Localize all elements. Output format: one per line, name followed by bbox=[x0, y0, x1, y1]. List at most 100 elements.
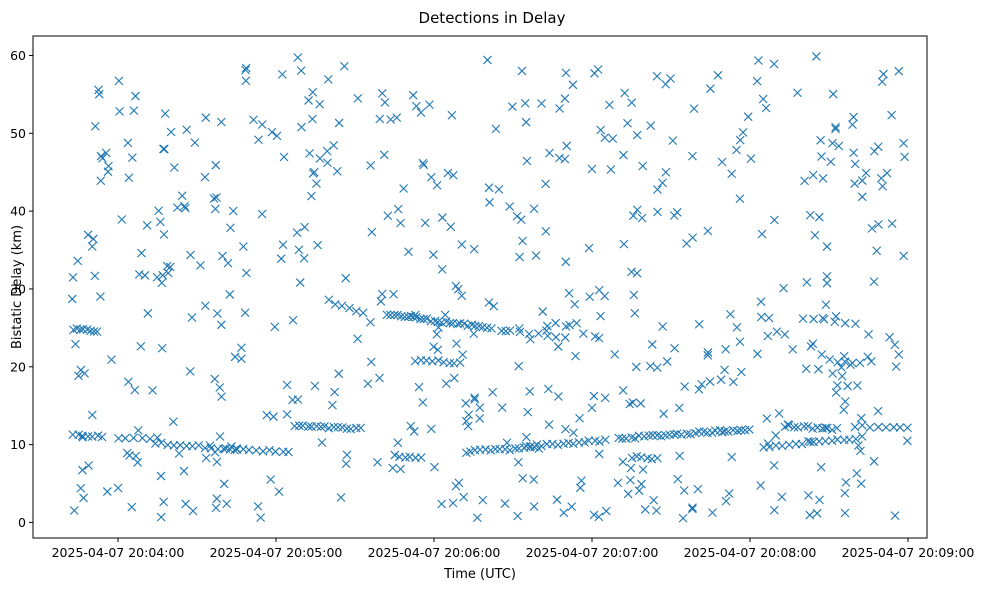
data-point bbox=[762, 414, 772, 423]
data-point bbox=[225, 290, 235, 299]
data-point bbox=[97, 432, 107, 442]
data-point bbox=[772, 327, 782, 336]
data-point bbox=[627, 453, 637, 463]
data-point bbox=[269, 412, 278, 422]
data-point bbox=[71, 339, 80, 349]
data-point bbox=[629, 290, 639, 300]
data-point bbox=[123, 138, 133, 148]
data-point bbox=[420, 218, 430, 228]
data-point bbox=[717, 157, 727, 167]
data-point bbox=[90, 271, 100, 281]
data-point bbox=[303, 422, 313, 431]
data-point bbox=[94, 85, 103, 95]
data-point bbox=[73, 256, 83, 266]
data-point bbox=[469, 244, 479, 254]
data-point bbox=[515, 252, 525, 262]
data-point bbox=[900, 152, 909, 162]
data-point bbox=[851, 319, 860, 329]
data-point bbox=[803, 421, 813, 431]
data-point bbox=[185, 366, 195, 376]
data-point bbox=[618, 457, 628, 467]
data-point bbox=[821, 423, 830, 433]
data-point bbox=[809, 314, 818, 324]
data-point bbox=[172, 203, 182, 213]
data-point bbox=[300, 222, 310, 232]
data-point bbox=[543, 384, 553, 394]
data-point bbox=[882, 168, 892, 178]
data-point bbox=[561, 424, 570, 434]
data-point bbox=[96, 176, 106, 186]
data-point bbox=[675, 451, 685, 461]
data-point bbox=[74, 371, 83, 381]
data-point bbox=[761, 103, 771, 113]
data-point bbox=[746, 154, 756, 164]
data-point bbox=[131, 451, 141, 461]
data-point bbox=[856, 446, 865, 456]
data-point bbox=[831, 388, 841, 398]
data-point bbox=[619, 239, 629, 249]
data-point bbox=[523, 407, 533, 417]
data-point bbox=[277, 70, 287, 79]
data-point bbox=[294, 245, 304, 255]
data-point bbox=[330, 387, 339, 397]
data-point bbox=[638, 465, 648, 474]
data-point bbox=[478, 495, 488, 505]
data-point bbox=[521, 117, 531, 127]
data-point bbox=[227, 442, 236, 451]
data-point bbox=[333, 422, 343, 432]
data-point bbox=[68, 272, 78, 282]
data-point bbox=[736, 367, 746, 377]
data-point bbox=[122, 448, 132, 458]
data-point bbox=[282, 380, 292, 390]
data-point bbox=[337, 301, 347, 311]
data-point bbox=[142, 221, 152, 230]
data-point bbox=[841, 478, 851, 487]
y-axis-ticks: 0 10 20 30 40 50 60 bbox=[10, 48, 33, 530]
data-point bbox=[764, 313, 774, 323]
data-point bbox=[833, 381, 842, 390]
data-point bbox=[430, 462, 439, 472]
data-point bbox=[406, 421, 416, 431]
data-point bbox=[600, 133, 610, 142]
data-point bbox=[850, 159, 860, 169]
data-point bbox=[129, 106, 139, 115]
data-point bbox=[485, 198, 494, 207]
data-point bbox=[212, 193, 221, 202]
data-point bbox=[834, 141, 844, 151]
data-point bbox=[601, 506, 611, 516]
data-point bbox=[288, 315, 298, 325]
data-point bbox=[241, 65, 250, 75]
data-point bbox=[561, 257, 571, 267]
data-point bbox=[621, 434, 631, 443]
data-point bbox=[889, 422, 899, 432]
data-point bbox=[833, 435, 842, 444]
data-point bbox=[640, 505, 650, 514]
data-point bbox=[630, 308, 640, 318]
data-point bbox=[409, 427, 419, 436]
data-point bbox=[589, 391, 599, 401]
data-point bbox=[114, 433, 123, 443]
data-point bbox=[89, 327, 99, 336]
data-point bbox=[716, 375, 726, 385]
data-point bbox=[494, 184, 504, 194]
data-point bbox=[451, 481, 461, 491]
data-point bbox=[157, 278, 167, 288]
data-point bbox=[84, 461, 93, 470]
data-point bbox=[606, 165, 616, 174]
data-point bbox=[323, 158, 332, 168]
data-point bbox=[138, 433, 147, 443]
data-point bbox=[296, 66, 306, 75]
data-point bbox=[274, 487, 284, 497]
data-point bbox=[735, 135, 745, 145]
data-point bbox=[219, 479, 229, 489]
x-tick-label: 2025-04-07 20:04:00 bbox=[52, 545, 185, 560]
data-point bbox=[769, 505, 779, 515]
data-point bbox=[680, 382, 690, 391]
data-point bbox=[392, 113, 402, 123]
data-point bbox=[410, 356, 420, 366]
data-point bbox=[419, 160, 429, 170]
data-point bbox=[422, 314, 432, 324]
data-point bbox=[179, 466, 189, 476]
data-point bbox=[162, 261, 172, 271]
data-point bbox=[620, 88, 630, 98]
